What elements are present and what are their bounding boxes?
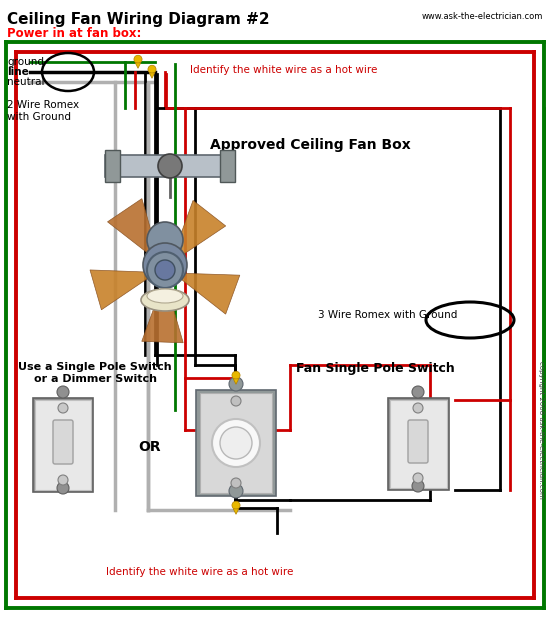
Text: Approved Ceiling Fan Box: Approved Ceiling Fan Box	[210, 138, 410, 152]
Polygon shape	[149, 73, 155, 78]
Circle shape	[148, 66, 156, 74]
Circle shape	[413, 403, 423, 413]
Circle shape	[58, 403, 68, 413]
Circle shape	[231, 478, 241, 488]
Text: line: line	[7, 67, 29, 77]
Bar	[196, 390, 276, 496]
Text: Identify the white wire as a hot wire: Identify the white wire as a hot wire	[106, 567, 294, 577]
Circle shape	[229, 484, 243, 498]
Polygon shape	[135, 63, 141, 69]
Text: Power in at fan box:: Power in at fan box:	[7, 27, 141, 40]
Text: Use a Single Pole Switch
or a Dimmer Switch: Use a Single Pole Switch or a Dimmer Swi…	[18, 362, 172, 384]
Circle shape	[58, 475, 68, 485]
Polygon shape	[182, 273, 240, 314]
Circle shape	[155, 260, 175, 280]
Circle shape	[158, 154, 182, 178]
Text: ground: ground	[7, 57, 44, 67]
Polygon shape	[90, 270, 147, 310]
Circle shape	[57, 386, 69, 398]
Bar	[35, 400, 91, 490]
Bar	[200, 393, 272, 493]
Polygon shape	[233, 509, 239, 514]
Circle shape	[143, 243, 187, 287]
Circle shape	[229, 377, 243, 391]
Circle shape	[412, 480, 424, 492]
Bar	[105, 155, 235, 177]
Circle shape	[412, 386, 424, 398]
FancyBboxPatch shape	[53, 420, 73, 464]
Polygon shape	[107, 198, 157, 256]
Text: 3 Wire Romex with Ground: 3 Wire Romex with Ground	[318, 310, 458, 320]
Circle shape	[147, 252, 183, 288]
Circle shape	[134, 55, 142, 64]
Polygon shape	[233, 379, 239, 384]
Circle shape	[413, 473, 423, 483]
Text: neutral: neutral	[7, 77, 45, 87]
Circle shape	[231, 396, 241, 406]
Ellipse shape	[141, 289, 189, 311]
Bar	[33, 398, 93, 492]
Circle shape	[232, 371, 240, 379]
Text: copyright 2008 ask-the-electrician.com: copyright 2008 ask-the-electrician.com	[538, 361, 544, 499]
Circle shape	[212, 419, 260, 467]
Circle shape	[57, 482, 69, 494]
Text: Fan Single Pole Switch: Fan Single Pole Switch	[296, 362, 454, 375]
Bar	[390, 400, 447, 488]
Circle shape	[147, 222, 183, 258]
Polygon shape	[174, 200, 225, 256]
Polygon shape	[142, 290, 183, 343]
Circle shape	[232, 501, 240, 509]
Text: Ceiling Fan Wiring Diagram #2: Ceiling Fan Wiring Diagram #2	[7, 12, 269, 27]
Circle shape	[220, 427, 252, 459]
Bar	[388, 398, 449, 490]
Ellipse shape	[147, 289, 183, 303]
Bar	[220, 150, 235, 182]
Text: Identify the white wire as a hot wire: Identify the white wire as a hot wire	[190, 65, 377, 75]
Text: www.ask-the-electrician.com: www.ask-the-electrician.com	[422, 12, 543, 21]
Bar	[105, 150, 120, 182]
FancyBboxPatch shape	[408, 420, 428, 463]
Text: 2 Wire Romex
with Ground: 2 Wire Romex with Ground	[7, 100, 79, 122]
Text: OR: OR	[139, 440, 161, 454]
